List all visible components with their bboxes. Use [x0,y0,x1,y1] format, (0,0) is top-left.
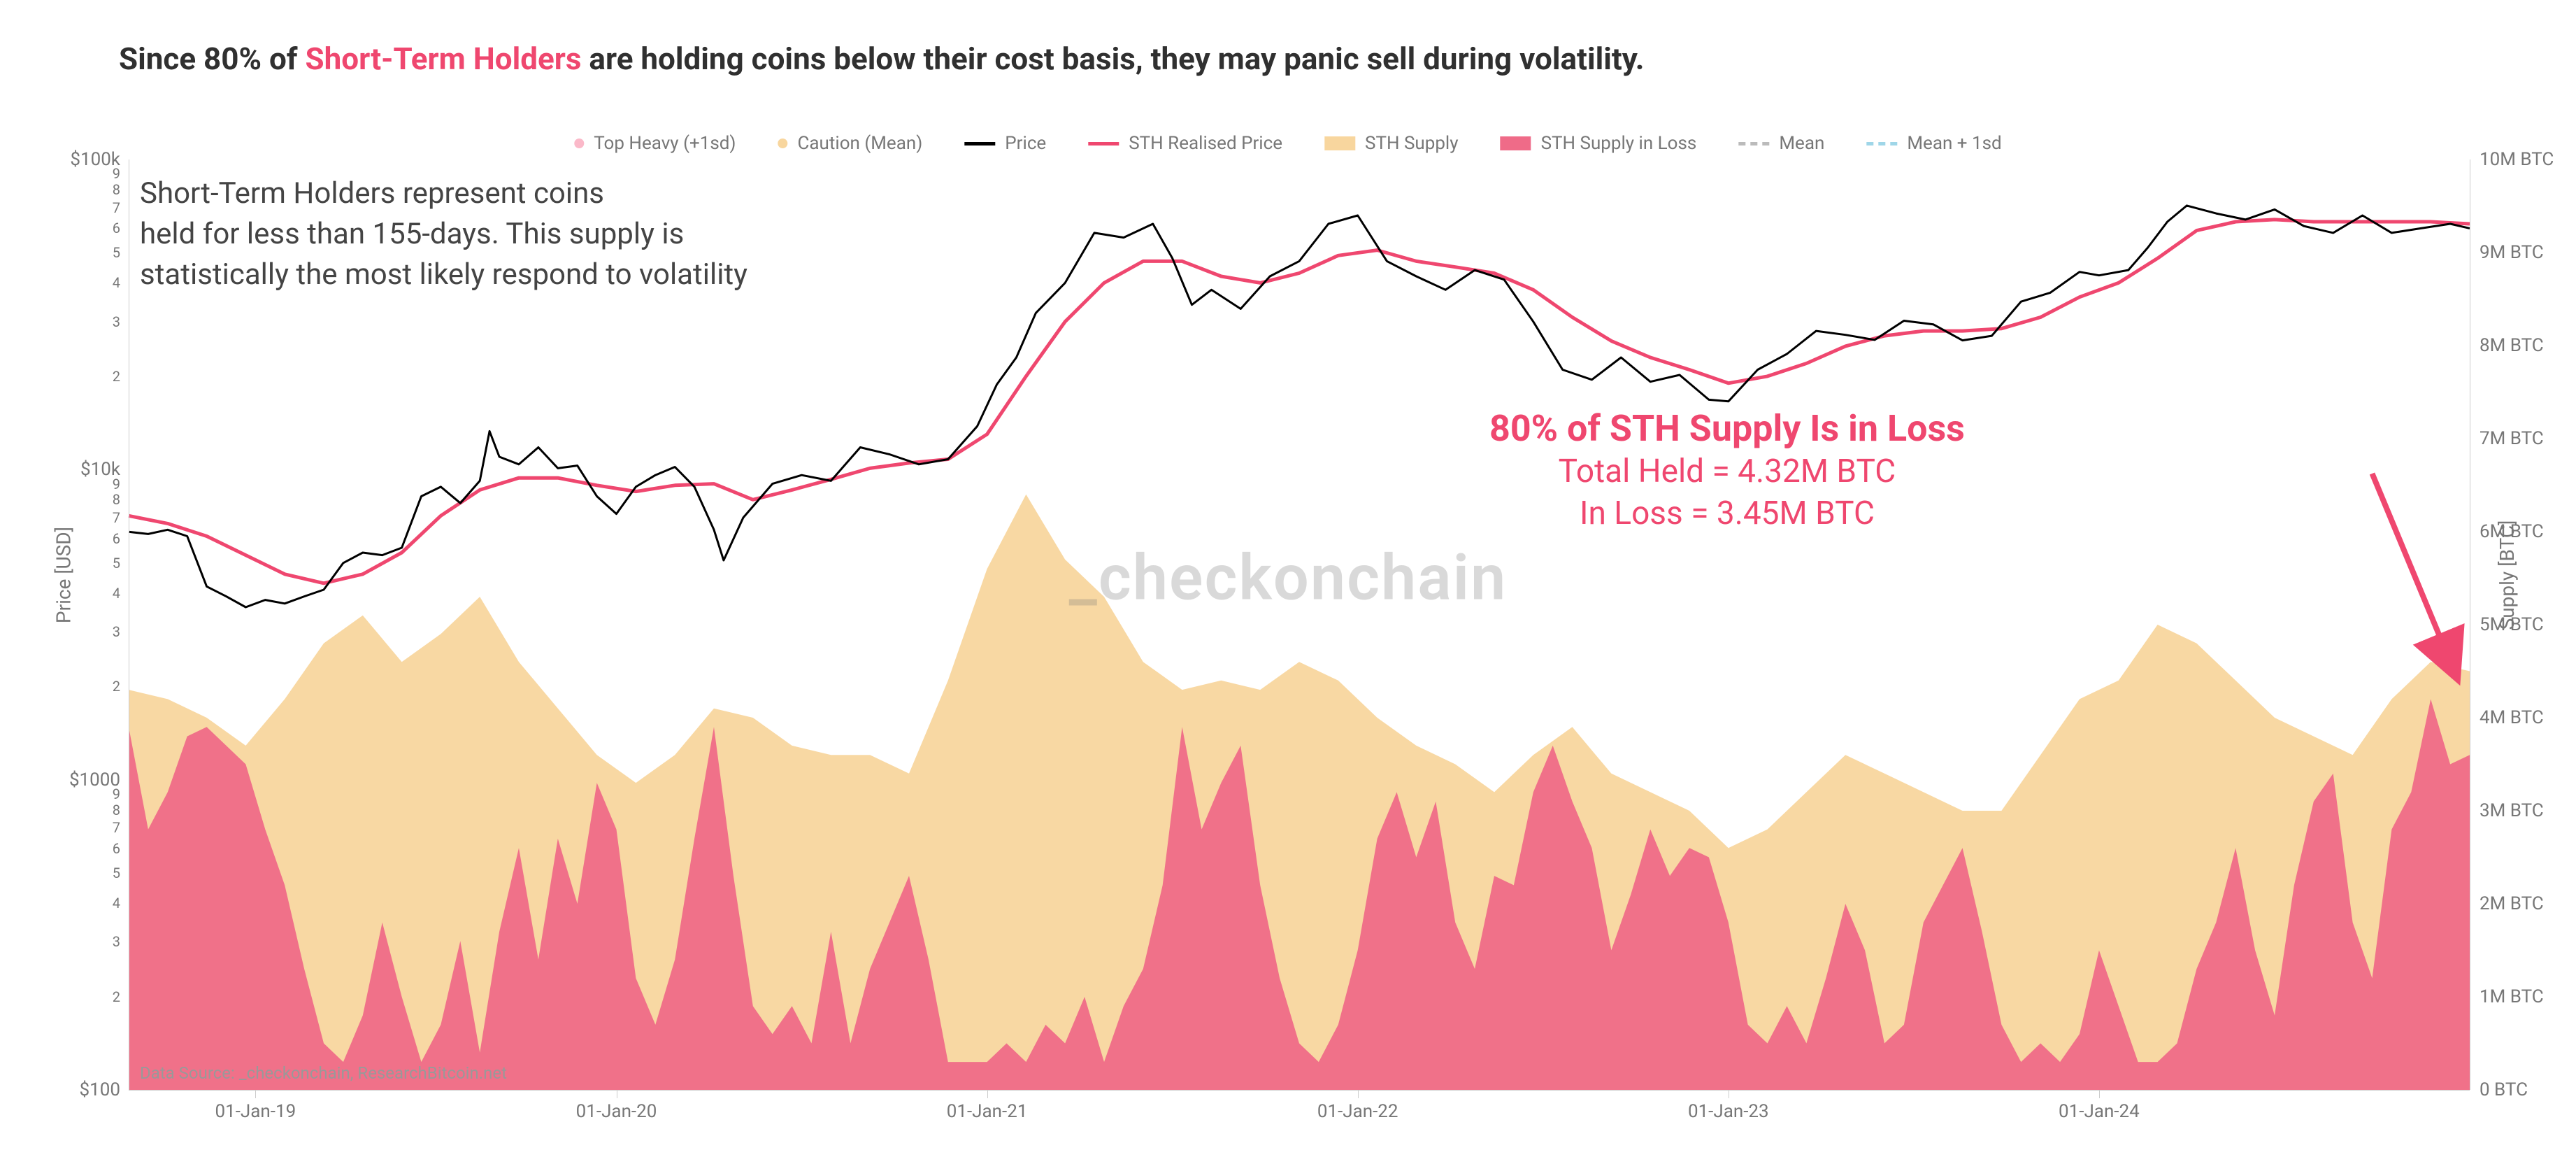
y-left-minor-tick: 7 [113,819,120,836]
x-tick: 01-Jan-19 [215,1101,296,1122]
x-tick: 01-Jan-22 [1317,1101,1398,1122]
y-left-minor-tick: 9 [113,786,120,802]
legend-item: Top Heavy (+1sd) [574,133,736,154]
legend-item: Caution (Mean) [778,133,922,154]
y-left-minor-tick: 8 [113,181,120,198]
title-post: are holding coins below their cost basis… [582,41,1645,77]
y-right-tick: 4M BTC [2480,707,2544,728]
data-source: Data Source: _checkonchain, ResearchBitc… [140,1063,507,1083]
y-left-minor-tick: 8 [113,802,120,818]
y-right-tick: 7M BTC [2480,428,2544,449]
chart-svg [129,159,2470,1090]
legend-item: Mean [1738,133,1824,154]
y-right-tick: 5M BTC [2480,614,2544,635]
y-left-minor-tick: 2 [113,988,120,1005]
y-left-minor-tick: 5 [113,865,120,881]
y-left-minor-tick: 9 [113,476,120,492]
y-left-minor-tick: 5 [113,555,120,572]
legend-item: Price [964,133,1046,154]
title-pre: Since 80% of [119,41,306,77]
legend-label: Mean + 1sd [1907,133,2001,154]
chart-title: Since 80% of Short-Term Holders are hold… [119,41,1645,77]
title-highlight: Short-Term Holders [306,41,582,77]
y-right-tick: 6M BTC [2480,521,2544,542]
plot-area [129,159,2470,1090]
y-left-minor-tick: 6 [113,220,120,236]
y-left-minor-tick: 8 [113,491,120,508]
legend-item: STH Supply [1324,133,1459,154]
y-left-tick: $100 [80,1079,120,1100]
callout-headline: 80% of STH Supply Is in Loss [1489,406,1965,451]
y-right-tick: 9M BTC [2480,242,2544,263]
legend-label: Top Heavy (+1sd) [594,133,736,154]
y-left-minor-tick: 3 [113,933,120,950]
y-right-tick: 3M BTC [2480,800,2544,821]
callout-sub2: In Loss = 3.45M BTC [1489,493,1965,535]
y-left-minor-tick: 2 [113,678,120,695]
y-left-minor-tick: 4 [113,274,120,291]
y-left-minor-tick: 6 [113,840,120,857]
legend-item: Mean + 1sd [1866,133,2001,154]
y-left-minor-tick: 3 [113,313,120,330]
chart-container: Since 80% of Short-Term Holders are hold… [0,0,2576,1150]
y-left-minor-tick: 7 [113,509,120,526]
y-left-minor-tick: 9 [113,165,120,182]
x-tick: 01-Jan-21 [947,1101,1028,1122]
y-right-tick: 8M BTC [2480,335,2544,356]
y-right-tick: 10M BTC [2480,149,2554,170]
sth-supply-area [129,495,2470,1090]
legend-item: STH Realised Price [1088,133,1282,154]
legend-label: STH Supply in Loss [1541,133,1697,154]
y-left-minor-tick: 3 [113,623,120,640]
x-tick: 01-Jan-20 [576,1101,657,1122]
legend: Top Heavy (+1sd) Caution (Mean) Price STH R… [574,133,2001,154]
legend-label: Caution (Mean) [797,133,922,154]
callout-arrow [2373,474,2459,681]
legend-label: STH Supply [1365,133,1459,154]
y-right-tick: 0 BTC [2480,1079,2528,1100]
legend-label: Price [1005,133,1046,154]
y-axis-left-label: Price [USD] [52,527,76,623]
x-tick: 01-Jan-24 [2059,1101,2140,1122]
y-right-tick: 1M BTC [2480,986,2544,1007]
y-left-minor-tick: 7 [113,199,120,216]
y-left-minor-tick: 5 [113,244,120,261]
y-right-tick: 2M BTC [2480,893,2544,914]
legend-label: Mean [1779,133,1824,154]
legend-item: STH Supply in Loss [1501,133,1697,154]
y-left-minor-tick: 2 [113,368,120,385]
callout-sub1: Total Held = 4.32M BTC [1489,451,1965,493]
y-left-minor-tick: 4 [113,895,120,911]
x-tick: 01-Jan-23 [1688,1101,1769,1122]
legend-label: STH Realised Price [1129,133,1282,154]
y-left-minor-tick: 6 [113,530,120,547]
callout: 80% of STH Supply Is in Loss Total Held … [1489,406,1965,535]
annotation-note: Short-Term Holders represent coinsheld f… [140,173,747,295]
y-left-minor-tick: 4 [113,585,120,602]
